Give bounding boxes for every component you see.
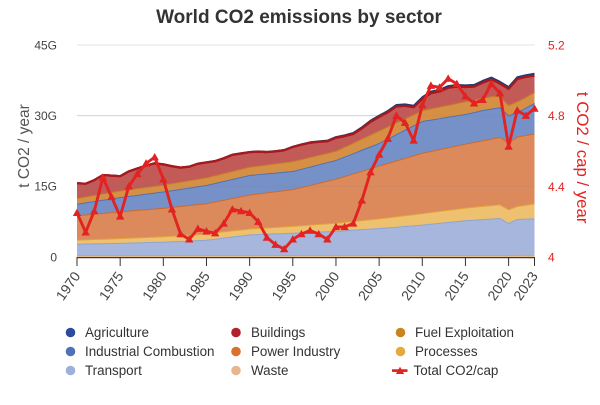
svg-text:4.8: 4.8 (548, 109, 565, 123)
svg-text:t CO2 / cap / year: t CO2 / cap / year (573, 92, 592, 224)
svg-text:4: 4 (548, 251, 555, 265)
svg-text:Buildings: Buildings (251, 325, 306, 340)
svg-text:Processes: Processes (415, 344, 478, 359)
svg-text:Transport: Transport (85, 363, 142, 378)
svg-text:Waste: Waste (251, 363, 288, 378)
svg-text:t CO2 / year: t CO2 / year (16, 104, 33, 188)
svg-text:0: 0 (50, 250, 57, 264)
svg-text:15G: 15G (34, 180, 57, 194)
svg-text:30G: 30G (34, 109, 57, 123)
svg-text:Fuel Exploitation: Fuel Exploitation (415, 325, 514, 340)
svg-text:5.2: 5.2 (548, 39, 565, 53)
svg-text:4.4: 4.4 (548, 180, 565, 194)
svg-text:Power Industry: Power Industry (251, 344, 341, 359)
svg-text:Agriculture: Agriculture (85, 325, 149, 340)
svg-text:Total CO2/cap: Total CO2/cap (414, 363, 499, 378)
svg-text:Industrial Combustion: Industrial Combustion (85, 344, 215, 359)
svg-text:World CO2 emissions by sector: World CO2 emissions by sector (156, 7, 442, 28)
svg-text:45G: 45G (34, 38, 57, 52)
